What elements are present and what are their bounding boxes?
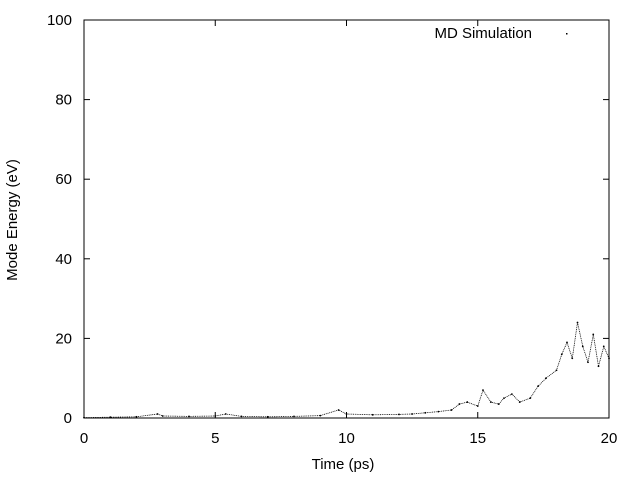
data-point [581, 345, 584, 348]
data-point [450, 409, 453, 411]
y-tick-labels: 0 20 40 60 80 100 [47, 12, 72, 427]
data-point [293, 415, 295, 418]
x-tick-label: 20 [601, 430, 618, 447]
data-point [214, 415, 217, 417]
data-point [109, 416, 112, 419]
data-point [337, 409, 340, 411]
x-tick-labels: 0 5 10 15 20 [80, 430, 618, 447]
legend-label: MD Simulation [434, 25, 532, 42]
x-tick-label: 15 [469, 430, 486, 447]
series-0 [83, 321, 610, 419]
data-point [545, 377, 547, 380]
data-point [224, 413, 227, 415]
data-point [608, 357, 610, 360]
y-tick-label: 0 [64, 410, 72, 427]
data-point [476, 405, 479, 407]
data-point [266, 415, 269, 418]
data-point [135, 415, 138, 418]
data-point [518, 401, 521, 403]
legend-marker [566, 33, 568, 35]
data-point [489, 401, 492, 403]
data-point [319, 414, 322, 417]
data-point [510, 393, 513, 396]
data-point [188, 415, 190, 418]
data-point [437, 410, 440, 413]
axis-ticks [83, 19, 610, 419]
data-point [482, 389, 484, 392]
y-tick-label: 80 [55, 92, 72, 109]
data-point [571, 357, 574, 360]
data-point [371, 413, 374, 416]
legend: MD Simulation [434, 25, 568, 42]
data-point [529, 397, 532, 399]
data-point [555, 369, 558, 372]
y-tick-label: 100 [47, 12, 72, 29]
data-point [458, 403, 461, 405]
data-point [503, 397, 505, 399]
x-axis-title: Time (ps) [312, 456, 375, 473]
plot-frame [83, 19, 610, 419]
data-point [240, 415, 243, 418]
data-point [537, 385, 540, 388]
data-point [424, 411, 427, 414]
data-point [161, 415, 164, 417]
y-tick-label: 20 [55, 330, 72, 347]
data-point [602, 345, 605, 348]
y-tick-label: 40 [55, 251, 72, 268]
y-tick-label: 60 [55, 171, 72, 188]
data-point [592, 333, 595, 336]
data-point [345, 413, 348, 415]
x-tick-label: 0 [80, 430, 88, 447]
data-point [497, 403, 500, 405]
series-layer [83, 321, 610, 419]
data-point [566, 341, 568, 344]
series-line [83, 322, 610, 418]
data-point [466, 401, 469, 403]
data-point [83, 416, 85, 419]
data-point [398, 413, 400, 416]
x-tick-label: 5 [211, 430, 219, 447]
x-tick-label: 10 [338, 430, 355, 447]
data-point [411, 413, 414, 415]
data-point [597, 365, 600, 368]
data-point [576, 321, 579, 324]
data-point [560, 353, 563, 356]
data-point [587, 361, 589, 364]
data-point [156, 413, 159, 415]
y-axis-title: Mode Energy (eV) [4, 159, 21, 281]
